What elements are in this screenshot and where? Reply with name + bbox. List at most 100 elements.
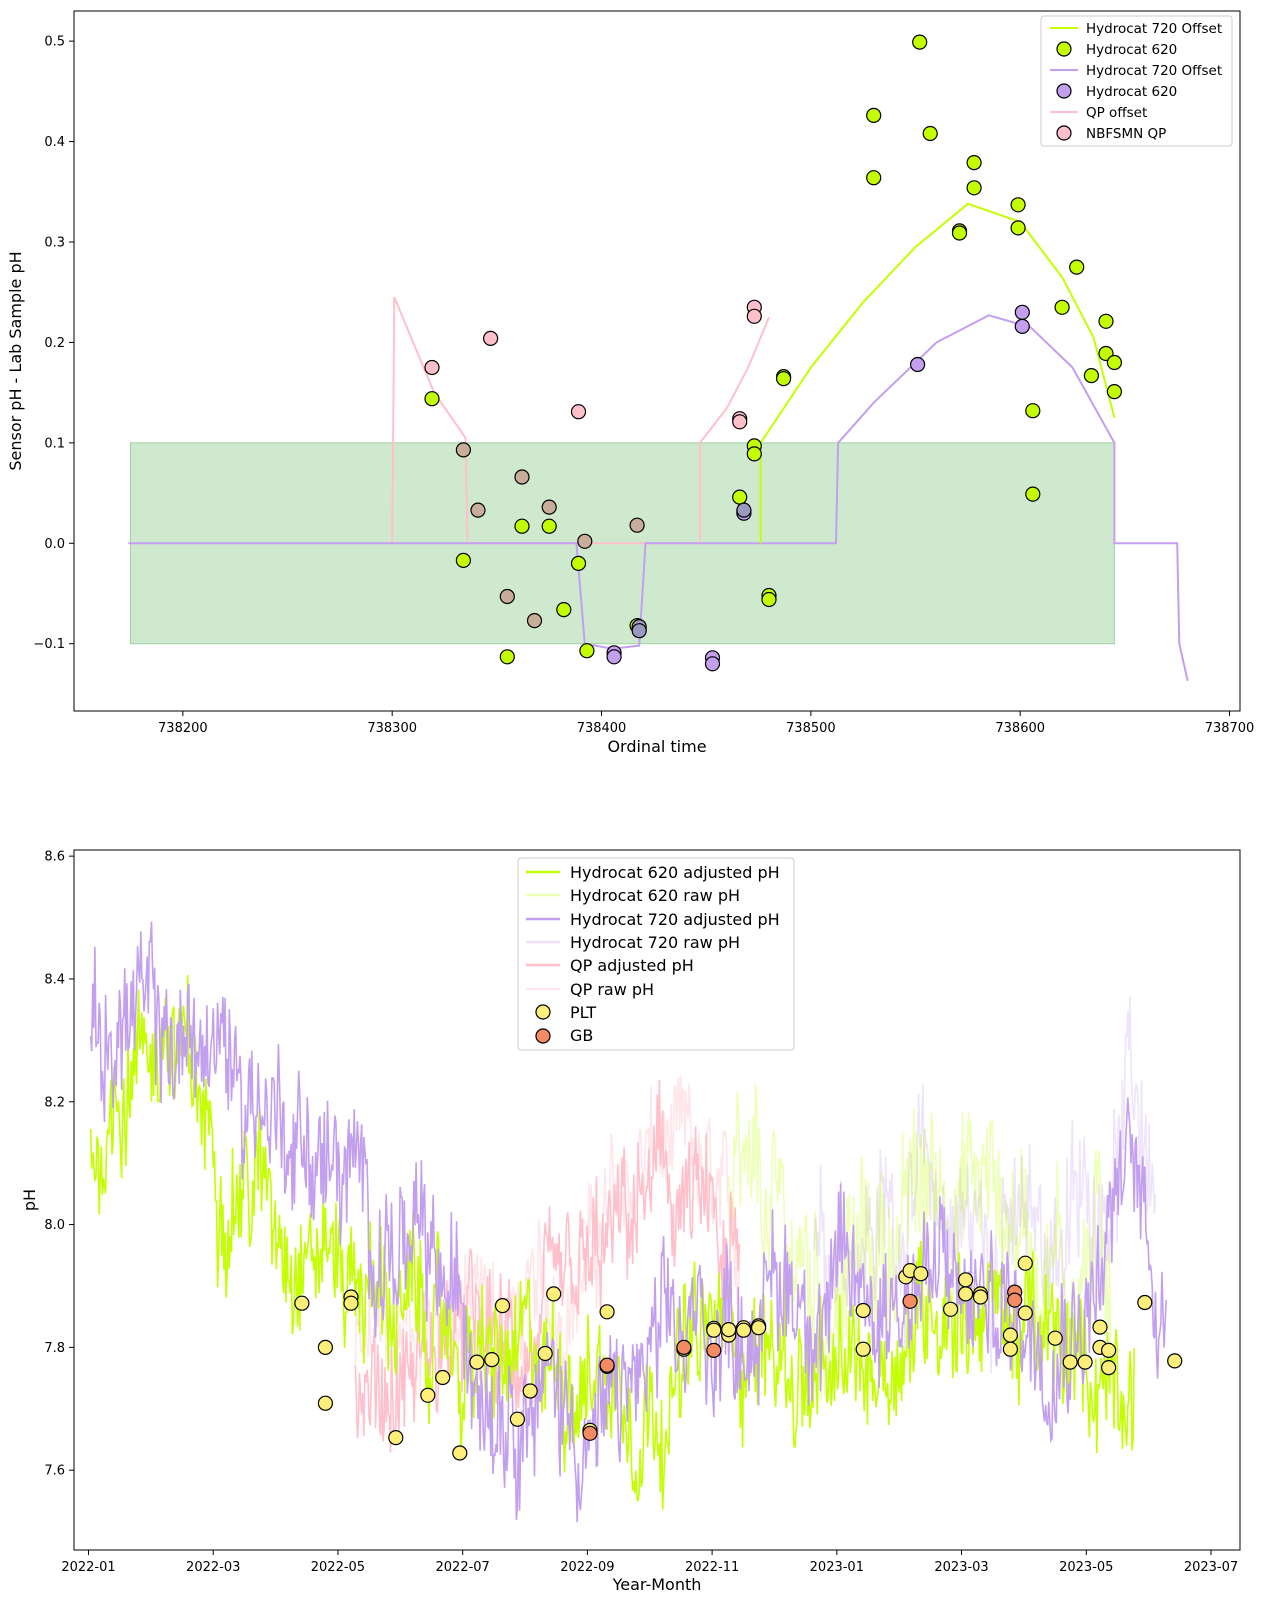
plt-point <box>388 1429 404 1446</box>
h720-point <box>909 356 926 373</box>
plt-point <box>546 1286 562 1302</box>
h620-point <box>866 170 882 186</box>
plt-point <box>509 1411 526 1427</box>
plt-point <box>1100 1359 1117 1376</box>
h620-point <box>775 371 792 387</box>
h620-point <box>966 155 982 171</box>
legend-swatch-h620-a <box>1056 41 1072 57</box>
qp-point-overlap <box>470 502 486 518</box>
x-tick-label: 738600 <box>995 721 1045 736</box>
legend-label: Hydrocat 620 <box>1086 84 1177 100</box>
gb-point <box>902 1293 918 1309</box>
y-tick-label: 0.1 <box>44 436 65 451</box>
x-axis: 738200 738300 738400 738500 738600 738700 <box>158 711 1254 736</box>
gb-point <box>1007 1292 1023 1308</box>
plt-point <box>1047 1330 1063 1346</box>
h720-point <box>1014 304 1030 320</box>
plt-point <box>913 1266 929 1282</box>
legend-frame <box>1040 15 1233 147</box>
x-tick-label: 2022-05 <box>311 1560 365 1575</box>
plt-point <box>1077 1354 1093 1370</box>
legend-label: QP raw pH <box>570 980 654 999</box>
x-tick-label: 738500 <box>786 721 836 736</box>
h620-point <box>1054 299 1070 315</box>
x-tick-label: 738700 <box>1205 721 1255 736</box>
h720-point-overlap <box>631 623 647 639</box>
legend-label: QP adjusted pH <box>570 956 694 975</box>
h620-point <box>455 552 471 569</box>
plt-point <box>957 1286 974 1302</box>
x-tick-label: 2022-01 <box>61 1560 115 1575</box>
h620-point <box>1010 220 1026 236</box>
legend: Hydrocat 620 adjusted pH Hydrocat 620 ra… <box>517 857 795 1051</box>
y-axis: 7.6 7.8 8.0 8.2 8.4 8.6 <box>44 850 74 1479</box>
gb-point <box>599 1357 615 1373</box>
h620-point <box>514 518 530 534</box>
h620-point <box>1010 197 1026 213</box>
h620-point <box>732 489 748 505</box>
h720-point-overlap <box>736 502 752 518</box>
plt-point <box>750 1320 767 1336</box>
qp-adjusted-line <box>354 1079 741 1453</box>
legend-label: Hydrocat 720 Offset <box>1086 21 1222 37</box>
plt-point <box>942 1301 959 1317</box>
legend-label: Hydrocat 620 <box>1086 42 1177 58</box>
legend-label: NBFSMN QP <box>1086 126 1166 142</box>
plt-point <box>957 1272 974 1288</box>
x-tick-label: 2022-11 <box>685 1560 739 1575</box>
plt-point <box>1062 1354 1078 1370</box>
y-tick-label: 8.2 <box>44 1095 65 1110</box>
h620-point <box>1025 486 1041 502</box>
plt-point <box>1017 1305 1033 1321</box>
plt-point <box>735 1322 752 1338</box>
offset-chart: 738200 738300 738400 738500 738600 738700 −0.… <box>6 10 1254 756</box>
legend-label: PLT <box>570 1003 596 1022</box>
h620-point <box>912 34 928 50</box>
plt-point <box>420 1387 436 1403</box>
h620-offset-line <box>759 202 1116 544</box>
h620-point <box>570 555 587 572</box>
h620-point <box>951 225 968 241</box>
h620-point <box>424 391 440 407</box>
plt-point <box>537 1345 553 1362</box>
x-tick-label: 2023-01 <box>810 1560 864 1575</box>
h620-point <box>1025 403 1041 419</box>
plt-point <box>343 1295 359 1311</box>
qp-point <box>483 330 499 346</box>
legend-label: Hydrocat 620 adjusted pH <box>570 863 780 882</box>
h620-point <box>922 125 938 142</box>
legend-swatch-gb <box>535 1028 551 1044</box>
gb-point <box>582 1425 598 1441</box>
h720-point <box>1014 318 1030 334</box>
h620-point <box>761 591 777 608</box>
plt-point <box>972 1289 989 1305</box>
qp-point <box>732 414 748 430</box>
plt-point <box>599 1304 615 1320</box>
h720-offset-line <box>128 314 1189 682</box>
qp-point <box>746 308 762 324</box>
h620-point <box>1106 354 1123 371</box>
plt-point <box>1100 1342 1117 1359</box>
h620-point <box>746 446 762 462</box>
plt-point <box>855 1341 871 1357</box>
plt-point <box>469 1354 485 1370</box>
h620-point <box>1083 368 1100 384</box>
x-axis: 2022-01 2022-03 2022-05 2022-07 2022-09 2022-… <box>61 1550 1238 1575</box>
x-tick-label: 738200 <box>158 721 208 736</box>
y-tick-label: 0.2 <box>44 336 65 351</box>
legend-swatch-nbfsmn-qp <box>1056 125 1072 141</box>
plt-point <box>1002 1327 1019 1343</box>
ph-series-lines <box>89 921 1167 1523</box>
x-tick-label: 2022-03 <box>186 1560 240 1575</box>
plt-point <box>435 1369 451 1386</box>
plt-point <box>706 1322 722 1338</box>
h620-point <box>1106 384 1123 400</box>
qp-point <box>570 404 587 420</box>
y-tick-label: 7.6 <box>44 1464 65 1479</box>
x-tick-label: 738400 <box>577 721 627 736</box>
x-axis-label: Year-Month <box>612 1575 702 1594</box>
legend-label: Hydrocat 620 raw pH <box>570 886 740 905</box>
x-tick-label: 2022-07 <box>436 1560 490 1575</box>
x-tick-label: 2023-03 <box>934 1560 988 1575</box>
